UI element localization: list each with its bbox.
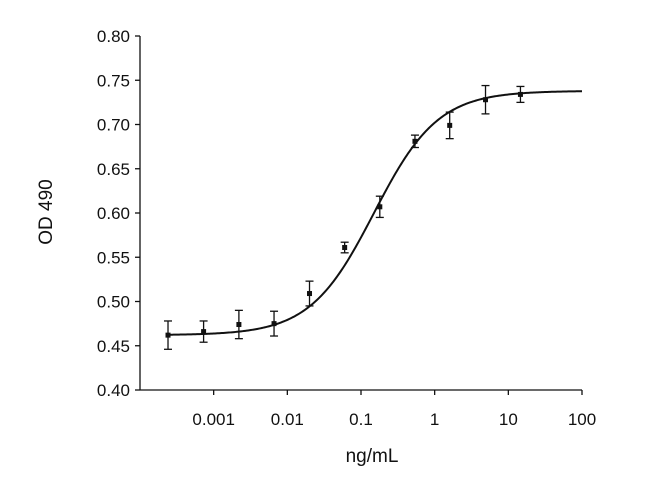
data-point xyxy=(342,245,348,251)
data-point xyxy=(517,91,523,97)
fit-curve xyxy=(167,90,583,336)
y-tick-label: 0.75 xyxy=(97,71,130,90)
x-tick-label: 1 xyxy=(430,410,439,429)
x-axis-label: ng/mL xyxy=(346,446,399,467)
fit-curve-layer xyxy=(167,90,583,336)
data-point xyxy=(377,204,383,210)
x-tick-label: 0.1 xyxy=(349,410,373,429)
x-tick-label: 0.001 xyxy=(192,410,235,429)
x-tick-label: 0.01 xyxy=(271,410,304,429)
y-tick-label: 0.65 xyxy=(97,160,130,179)
data-point xyxy=(201,329,207,335)
data-point xyxy=(165,332,171,338)
axes: 0.40 0.45 0.50 0.55 0.60 0.65 0.70 0.75 0.80 0.00… xyxy=(97,27,596,429)
y-tick-label: 0.40 xyxy=(97,381,130,400)
y-tick-label: 0.60 xyxy=(97,204,130,223)
data-point xyxy=(412,138,418,144)
data-point xyxy=(271,321,277,327)
y-tick-label: 0.50 xyxy=(97,293,130,312)
y-tick-label: 0.70 xyxy=(97,116,130,135)
data-point xyxy=(236,322,242,328)
data-point xyxy=(447,122,453,128)
y-tick-label: 0.55 xyxy=(97,248,130,267)
y-axis-label: OD 490 xyxy=(36,179,57,244)
x-tick-label: 100 xyxy=(568,410,596,429)
y-tick-label: 0.80 xyxy=(97,27,130,46)
x-tick-label: 10 xyxy=(499,410,518,429)
data-point xyxy=(483,97,489,103)
data-point xyxy=(307,291,313,297)
data-points-layer xyxy=(164,84,525,350)
y-tick-label: 0.45 xyxy=(97,337,130,356)
